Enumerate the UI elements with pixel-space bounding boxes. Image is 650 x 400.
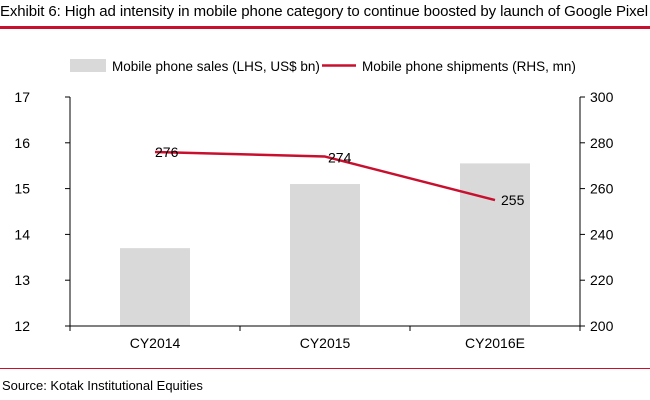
chart-title: Exhibit 6: High ad intensity in mobile p… bbox=[0, 3, 649, 20]
y-right-tick-label: 300 bbox=[590, 89, 614, 105]
data-label-shipments-3: 255 bbox=[501, 192, 525, 208]
line-shipments bbox=[154, 150, 496, 202]
title-bar: Exhibit 6: High ad intensity in mobile p… bbox=[0, 0, 650, 32]
y-left-tick-label: 13 bbox=[14, 272, 30, 288]
y-right-tick-label: 200 bbox=[590, 318, 614, 334]
y-right-tick-label: 260 bbox=[590, 181, 614, 197]
y-left-tick-label: 15 bbox=[14, 181, 30, 197]
bar-sales-2 bbox=[290, 184, 360, 326]
y-left-tick-label: 14 bbox=[14, 226, 30, 242]
y-left-tick-label: 16 bbox=[14, 135, 30, 151]
y-right-tick-label: 280 bbox=[590, 135, 614, 151]
y-left-tick-label: 12 bbox=[14, 318, 30, 334]
x-tick-label: CY2015 bbox=[300, 335, 351, 351]
source-note: Source: Kotak Institutional Equities bbox=[2, 378, 203, 393]
y-left-tick-label: 17 bbox=[14, 89, 30, 105]
bar-sales-3 bbox=[460, 163, 530, 326]
title-rule bbox=[0, 26, 650, 29]
combo-chart: Mobile phone sales (LHS, US$ bn) Mobile p… bbox=[14, 59, 614, 351]
legend-swatch-sales bbox=[70, 59, 106, 72]
legend-label-shipments: Mobile phone shipments (RHS, mn) bbox=[362, 59, 576, 74]
data-label-shipments-2: 274 bbox=[328, 150, 352, 166]
bar-sales-1 bbox=[120, 248, 190, 326]
y-right-tick-label: 240 bbox=[590, 226, 614, 242]
y-right-tick-label: 220 bbox=[590, 272, 614, 288]
x-tick-label: CY2014 bbox=[130, 335, 181, 351]
legend-label-sales: Mobile phone sales (LHS, US$ bn) bbox=[112, 59, 320, 74]
footer-rule bbox=[0, 368, 650, 369]
data-label-shipments-1: 276 bbox=[155, 144, 179, 160]
x-tick-label: CY2016E bbox=[465, 335, 525, 351]
